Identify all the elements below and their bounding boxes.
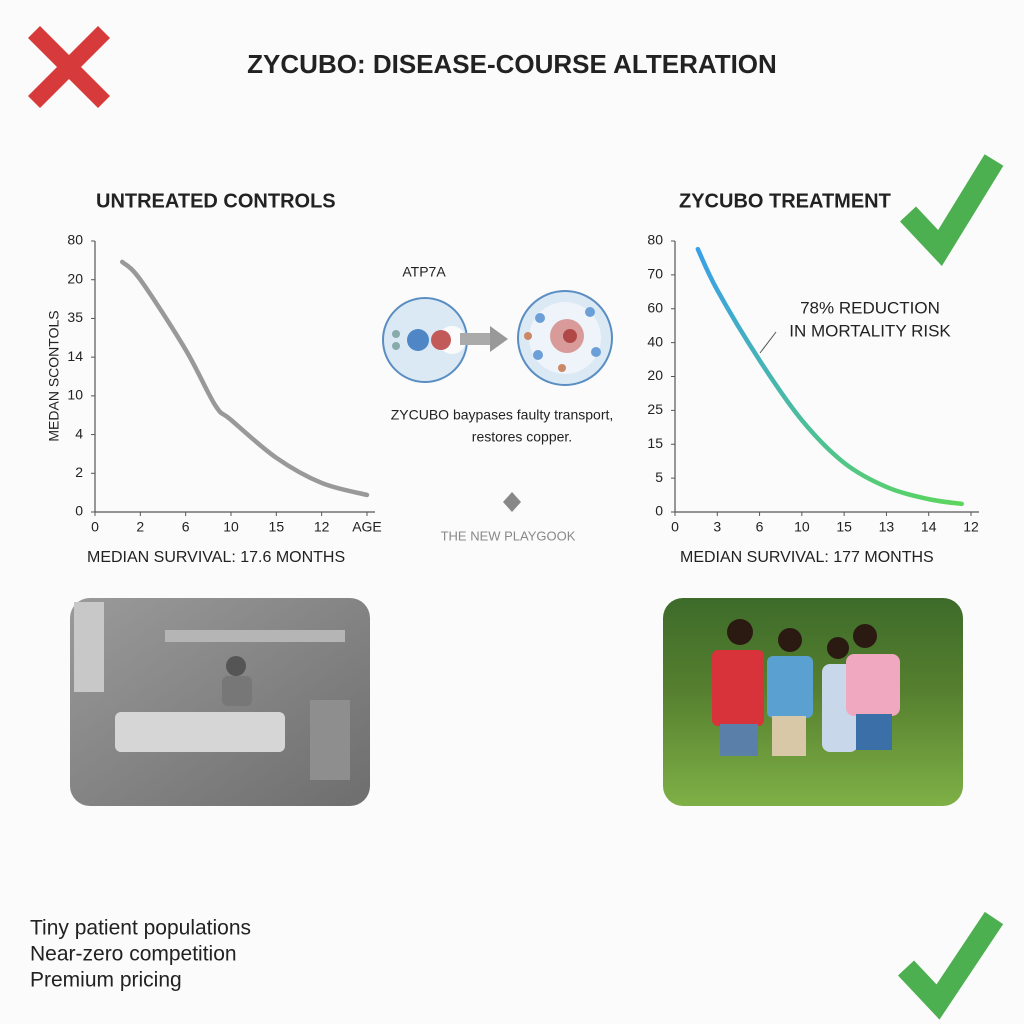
x-tick-label: 12 bbox=[314, 519, 330, 535]
children-photo bbox=[663, 598, 963, 806]
y-tick-label: 70 bbox=[647, 266, 663, 282]
x-tick-label: 0 bbox=[671, 519, 679, 535]
y-tick-label: 20 bbox=[67, 270, 83, 286]
bullet: Tiny patient populations bbox=[30, 917, 251, 940]
line-series bbox=[119, 259, 370, 498]
x-tick-label: 0 bbox=[91, 519, 99, 535]
diamond bbox=[503, 492, 521, 512]
y-tick-label: 2 bbox=[75, 464, 83, 480]
bullet: Near-zero competition bbox=[30, 943, 237, 966]
green-check bbox=[899, 154, 1004, 267]
title: ZYCUBO: DISEASE-COURSE ALTERATION bbox=[247, 49, 777, 79]
x-tick-label: 10 bbox=[223, 519, 239, 535]
x-tick-label: 15 bbox=[269, 519, 285, 535]
x-tick-label: 2 bbox=[136, 519, 144, 535]
y-tick-label: 25 bbox=[647, 401, 663, 417]
chart-title: ZYCUBO TREATMENT bbox=[679, 190, 891, 212]
x-tick-label: 13 bbox=[879, 519, 895, 535]
y-tick-label: 10 bbox=[67, 387, 83, 403]
annotation: IN MORTALITY RISK bbox=[789, 321, 951, 340]
y-tick-label: 80 bbox=[67, 232, 83, 248]
caption: MEDIAN SURVIVAL: 177 MONTHS bbox=[680, 549, 934, 566]
annotation-leader bbox=[759, 331, 777, 354]
y-tick-label: 60 bbox=[647, 299, 663, 315]
x-tick-label: 6 bbox=[182, 519, 190, 535]
y-tick-label: 15 bbox=[647, 435, 663, 451]
y-tick-label: 40 bbox=[647, 333, 663, 349]
line-series bbox=[695, 246, 964, 507]
x-tick-label: 12 bbox=[963, 519, 979, 535]
y-axis-label: MEDAN SCONTOLS bbox=[46, 310, 62, 441]
x-tick-label: 10 bbox=[794, 519, 810, 535]
chart-title: UNTREATED CONTROLS bbox=[96, 190, 336, 212]
center-text: restores copper. bbox=[472, 429, 572, 445]
x-tick-label: 15 bbox=[836, 519, 852, 535]
y-tick-label: 0 bbox=[655, 503, 663, 519]
red-x bbox=[27, 25, 111, 109]
x-tick-label: AGE bbox=[352, 519, 382, 535]
hospital-photo bbox=[70, 598, 370, 806]
x-tick-label: 3 bbox=[713, 519, 721, 535]
caption: MEDIAN SURVIVAL: 17.6 MONTHS bbox=[87, 549, 345, 566]
y-tick-label: 0 bbox=[75, 503, 83, 519]
y-tick-label: 5 bbox=[655, 469, 663, 485]
y-tick-label: 80 bbox=[647, 232, 663, 248]
annotation: 78% REDUCTION bbox=[800, 298, 940, 317]
x-tick-label: 14 bbox=[921, 519, 937, 535]
center-label: ATP7A bbox=[402, 264, 446, 280]
center-footer: THE NEW PLAYGOOK bbox=[441, 528, 576, 543]
y-tick-label: 35 bbox=[67, 309, 83, 325]
green-check bbox=[897, 911, 1004, 1020]
center-text: ZYCUBO baypases faulty transport, bbox=[391, 407, 614, 423]
y-tick-label: 14 bbox=[67, 348, 83, 364]
x-tick-label: 6 bbox=[756, 519, 764, 535]
bullet: Premium pricing bbox=[30, 969, 182, 992]
y-tick-label: 4 bbox=[75, 425, 83, 441]
y-tick-label: 20 bbox=[647, 367, 663, 383]
cell-diagram bbox=[382, 290, 613, 386]
